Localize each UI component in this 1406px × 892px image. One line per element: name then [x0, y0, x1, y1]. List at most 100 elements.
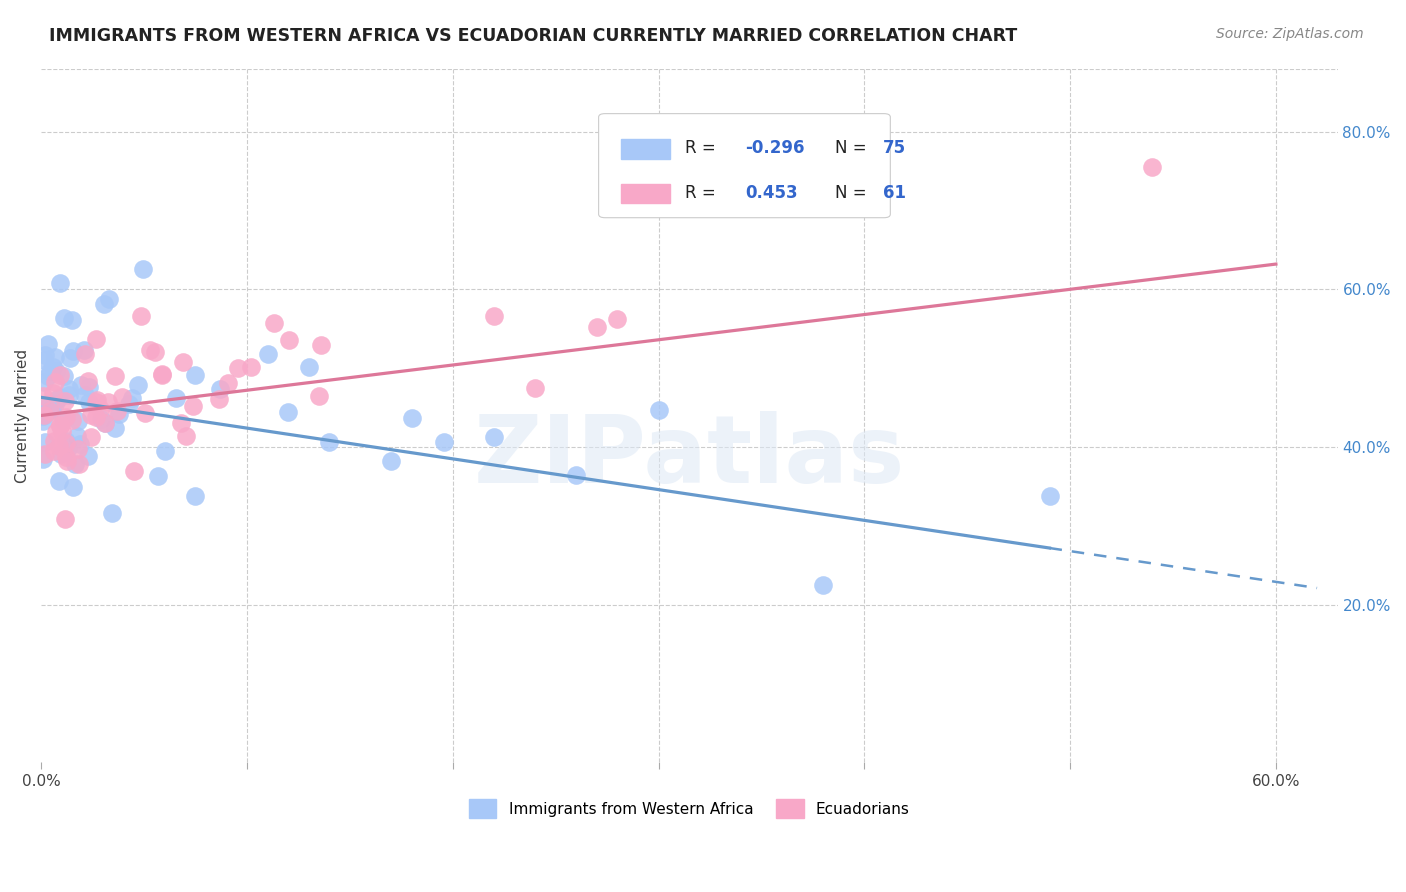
Point [69, 378, 91, 392]
Point [67, 442, 90, 457]
Point [62, 344, 84, 359]
Point [52, 310, 75, 325]
Text: 0.453: 0.453 [745, 184, 797, 202]
Point [77, 380, 100, 394]
Point [811, 578, 834, 592]
Point [67, 458, 90, 472]
Point [84, 409, 107, 424]
Text: R =: R = [686, 184, 721, 202]
Point [150, 368, 173, 383]
Point [118, 397, 141, 411]
Point [308, 389, 330, 403]
Point [34, 447, 56, 461]
Point [524, 381, 547, 395]
Point [60, 413, 83, 427]
Point [606, 311, 628, 326]
Point [124, 464, 146, 478]
Text: N =: N = [835, 139, 872, 157]
Point [32, 413, 55, 427]
Point [170, 416, 193, 430]
Point [108, 407, 131, 421]
Point [32, 388, 55, 402]
Point [94, 416, 117, 430]
Point [42, 386, 65, 401]
Point [32, 375, 55, 389]
Point [39, 404, 62, 418]
Point [172, 355, 194, 369]
Point [1142, 160, 1164, 174]
Point [318, 435, 340, 450]
Point [52, 413, 75, 427]
Point [34, 348, 56, 362]
Point [44, 350, 66, 364]
Point [93, 417, 115, 431]
Point [66, 413, 89, 427]
Point [41, 401, 63, 416]
Point [240, 359, 263, 374]
Point [69, 437, 91, 451]
Point [209, 382, 232, 396]
Point [139, 343, 162, 357]
Point [58, 382, 80, 396]
Point [34, 434, 56, 449]
Point [181, 399, 204, 413]
Bar [620, 184, 669, 203]
Point [35, 406, 58, 420]
Point [35, 397, 58, 411]
Point [263, 316, 285, 330]
Point [49, 390, 72, 404]
Point [58, 388, 80, 402]
Point [39, 402, 62, 417]
Point [380, 453, 402, 467]
Point [76, 449, 98, 463]
Point [401, 410, 423, 425]
Point [73, 346, 96, 360]
Legend: Immigrants from Western Africa, Ecuadorians: Immigrants from Western Africa, Ecuadori… [463, 793, 915, 824]
Point [32, 408, 55, 422]
Point [45, 392, 67, 407]
Point [150, 367, 173, 381]
Point [257, 347, 280, 361]
Point [53, 393, 76, 408]
Point [217, 376, 239, 390]
Point [86, 392, 108, 407]
Point [565, 468, 588, 483]
Point [134, 406, 156, 420]
Point [143, 344, 166, 359]
Point [37, 337, 59, 351]
Point [55, 409, 77, 424]
Point [77, 375, 100, 389]
Point [184, 368, 207, 383]
Point [52, 368, 75, 383]
Point [104, 369, 127, 384]
Point [482, 310, 505, 324]
Point [75, 387, 97, 401]
Point [66, 429, 89, 443]
Text: -0.296: -0.296 [745, 139, 804, 157]
Text: ZIPatlas: ZIPatlas [474, 411, 905, 503]
Text: 75: 75 [883, 139, 905, 157]
Point [56, 454, 79, 468]
FancyBboxPatch shape [599, 113, 890, 218]
Text: IMMIGRANTS FROM WESTERN AFRICA VS ECUADORIAN CURRENTLY MARRIED CORRELATION CHART: IMMIGRANTS FROM WESTERN AFRICA VS ECUADO… [49, 27, 1018, 45]
Point [79, 409, 101, 423]
Point [53, 512, 76, 526]
Point [63, 457, 86, 471]
Point [32, 452, 55, 467]
Point [90, 411, 112, 425]
Point [49, 447, 72, 461]
Point [55, 436, 77, 450]
Point [55, 450, 77, 464]
Point [42, 443, 65, 458]
Point [1038, 489, 1060, 503]
Point [51, 425, 73, 439]
Point [101, 506, 124, 520]
Point [105, 404, 128, 418]
Point [37, 401, 59, 416]
Point [131, 261, 153, 276]
Point [49, 419, 72, 434]
Point [647, 402, 669, 417]
Point [45, 425, 67, 439]
Y-axis label: Currently Married: Currently Married [15, 349, 30, 483]
Point [121, 391, 143, 405]
